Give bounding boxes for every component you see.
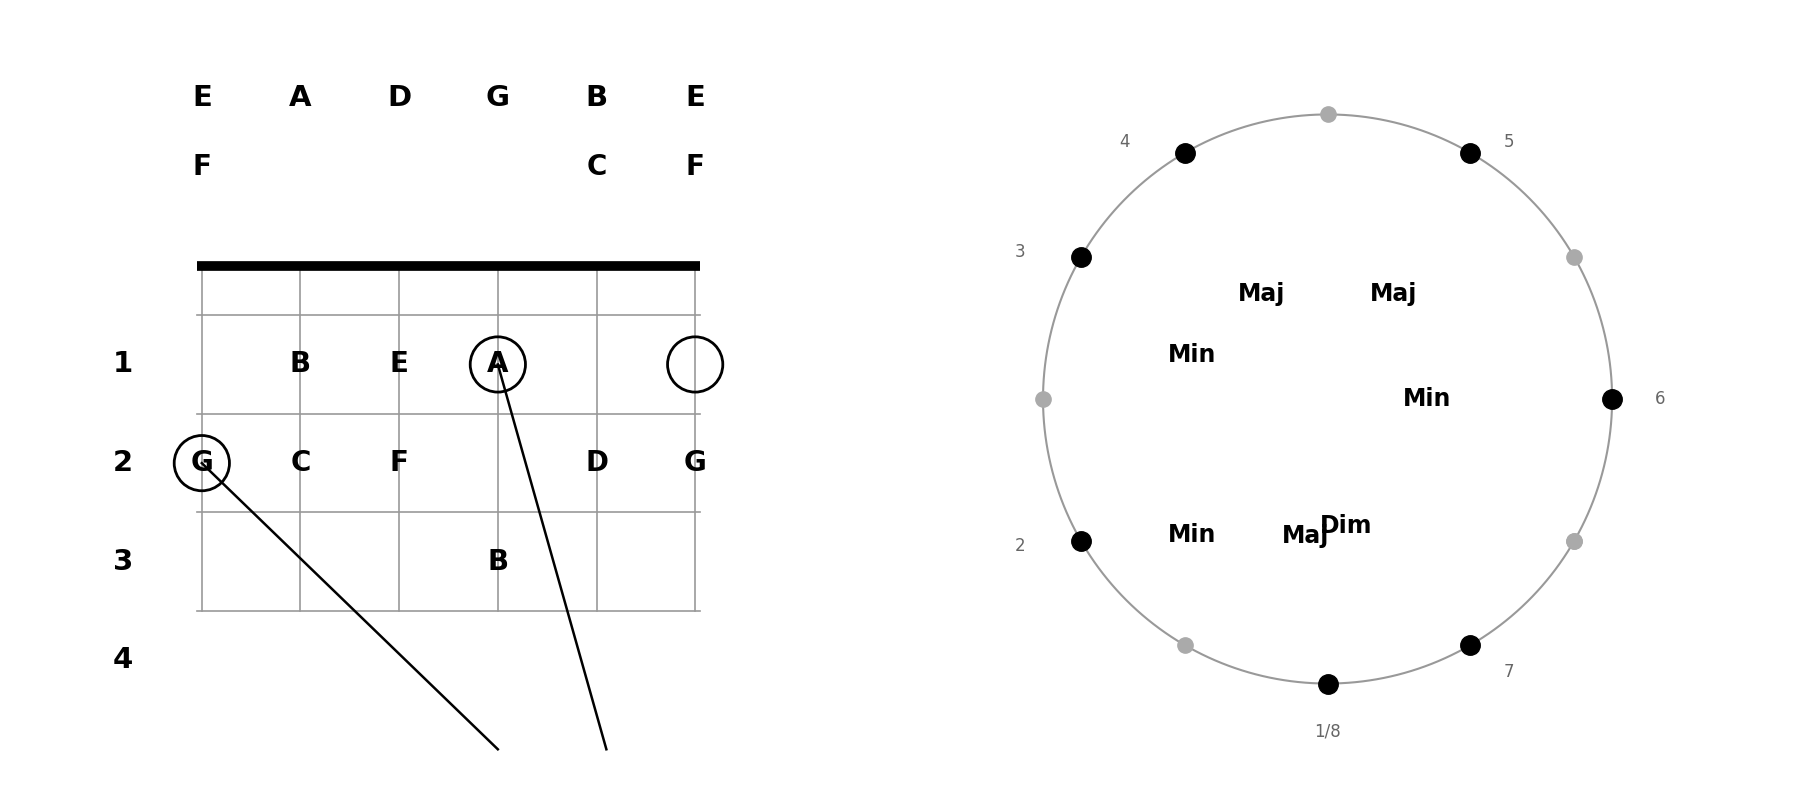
Text: Min: Min — [1168, 342, 1216, 366]
Text: Maj: Maj — [1283, 524, 1329, 548]
Text: G: G — [486, 84, 509, 112]
Text: A: A — [289, 84, 312, 112]
Text: G: G — [190, 449, 213, 477]
Text: E: E — [389, 350, 409, 378]
Text: 2: 2 — [1015, 536, 1024, 555]
Text: Min: Min — [1403, 387, 1451, 411]
Text: C: C — [291, 449, 310, 477]
Text: A: A — [488, 350, 508, 378]
Text: Maj: Maj — [1238, 282, 1285, 306]
Text: E: E — [192, 84, 212, 112]
Text: B: B — [488, 547, 508, 576]
Text: 3: 3 — [1015, 243, 1024, 262]
Text: E: E — [685, 84, 705, 112]
Text: 4: 4 — [113, 646, 133, 674]
Text: F: F — [685, 153, 705, 181]
Text: 1/8: 1/8 — [1315, 723, 1340, 741]
Text: D: D — [388, 84, 411, 112]
Text: Min: Min — [1168, 523, 1216, 547]
Text: F: F — [192, 153, 212, 181]
Text: 4: 4 — [1119, 132, 1128, 151]
Text: 2: 2 — [113, 449, 133, 477]
Text: B: B — [585, 84, 608, 112]
Text: 3: 3 — [113, 547, 133, 576]
Text: B: B — [291, 350, 310, 378]
Text: C: C — [587, 153, 606, 181]
Text: 5: 5 — [1503, 132, 1514, 151]
Text: G: G — [684, 449, 707, 477]
Text: 1: 1 — [113, 350, 133, 378]
Text: Maj: Maj — [1371, 282, 1417, 306]
Text: 7: 7 — [1503, 662, 1514, 681]
Text: F: F — [389, 449, 409, 477]
Text: 6: 6 — [1656, 390, 1665, 408]
Text: Dim: Dim — [1319, 514, 1372, 538]
Text: D: D — [585, 449, 608, 477]
